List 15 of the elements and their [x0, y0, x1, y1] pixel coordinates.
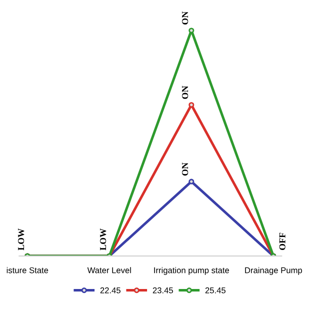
annotation: ON	[182, 11, 188, 24]
annotation: LOW	[18, 228, 24, 250]
x-tick-label: Drainage Pump	[245, 267, 302, 275]
legend-label: 25.45	[205, 287, 226, 294]
point	[188, 178, 194, 184]
point	[188, 102, 194, 108]
annotation: ON	[182, 86, 188, 99]
x-tick-label: Water Level	[87, 267, 131, 274]
x-tick-label: isture State	[6, 267, 48, 274]
annotation: OFF	[279, 232, 286, 250]
annotation: ON	[182, 162, 188, 176]
x-tick-label: Irrigation pump state	[154, 267, 230, 275]
legend-label: 22.45	[100, 287, 120, 294]
annotation: LOW	[100, 228, 106, 250]
legend-label: 23.45	[152, 287, 173, 294]
